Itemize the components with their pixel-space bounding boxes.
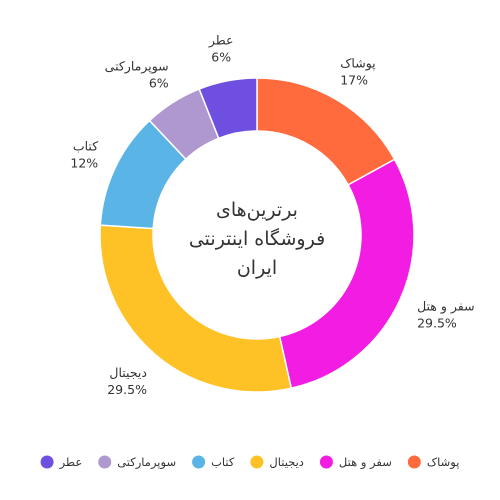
slice-label-4: سوپرمارکتی bbox=[105, 59, 169, 75]
slice-value-label-3: 12% bbox=[70, 156, 98, 171]
legend-swatch-0[interactable] bbox=[407, 455, 421, 469]
legend-label-0[interactable]: پوشاک bbox=[427, 455, 460, 470]
legend-swatch-2[interactable] bbox=[250, 455, 264, 469]
slice-value-label-2: 29.5% bbox=[107, 382, 147, 397]
slice-label-5: عطر bbox=[208, 32, 234, 48]
chart-legend: پوشاک سفر و هتل دیجیتال کتاب سوپرمارکتی عطر bbox=[40, 455, 460, 470]
legend-label-3[interactable]: کتاب bbox=[211, 455, 235, 469]
donut-slice-2[interactable] bbox=[99, 224, 293, 393]
legend-label-4[interactable]: سوپرمارکتی bbox=[117, 455, 176, 470]
chart-center-title: برترین‌های فروشگاه اینترنتی ایران bbox=[189, 199, 325, 279]
chart-slices bbox=[99, 77, 415, 393]
slice-label-1: سفر و هتل bbox=[417, 299, 475, 315]
legend-label-1[interactable]: سفر و هتل bbox=[339, 455, 392, 470]
legend-swatch-3[interactable] bbox=[192, 455, 206, 469]
legend-swatch-5[interactable] bbox=[40, 455, 54, 469]
legend-swatch-4[interactable] bbox=[98, 455, 112, 469]
slice-value-label-5: 6% bbox=[211, 49, 231, 64]
slice-value-label-4: 6% bbox=[149, 76, 169, 91]
legend-label-2[interactable]: دیجیتال bbox=[269, 455, 304, 469]
chart-title-line-3: ایران bbox=[237, 257, 277, 279]
donut-slice-5[interactable] bbox=[198, 77, 258, 140]
slice-label-2: دیجیتال bbox=[109, 365, 147, 380]
legend-swatch-1[interactable] bbox=[319, 455, 333, 469]
slice-label-3: کتاب bbox=[73, 139, 98, 154]
chart-title-line-2: فروشگاه اینترنتی bbox=[189, 227, 325, 250]
legend-label-5[interactable]: عطر bbox=[59, 455, 83, 470]
slice-value-label-0: 17% bbox=[340, 73, 368, 88]
donut-slice-0[interactable] bbox=[256, 77, 396, 186]
donut-slice-1[interactable] bbox=[278, 158, 415, 390]
chart-title-line-1: برترین‌های bbox=[216, 199, 298, 221]
slice-label-0: پوشاک bbox=[340, 56, 376, 72]
slice-value-label-1: 29.5% bbox=[417, 316, 457, 331]
